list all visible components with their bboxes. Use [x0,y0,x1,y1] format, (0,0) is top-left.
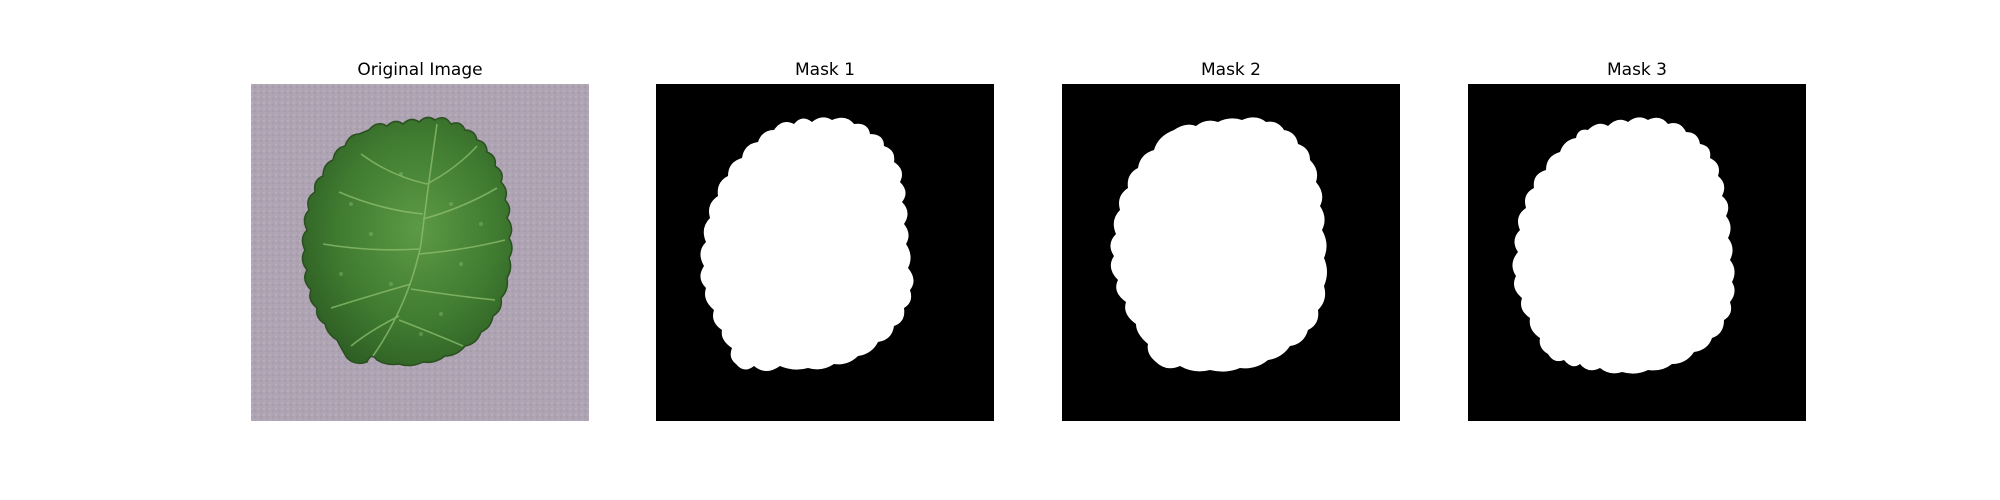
mask-region [1512,117,1735,374]
mask-region [1110,117,1327,372]
original-leaf-photo [251,84,589,421]
mask-2-image [1062,84,1400,421]
panel-mask-3: Mask 3 [1468,58,1806,438]
panel-title: Original Image [357,60,483,80]
leaf-veins [322,123,506,357]
mask-1-image [656,84,994,421]
leaf-shape [301,116,513,367]
panel-title: Mask 3 [1606,60,1667,80]
mask-3-image [1468,84,1806,421]
leaf-texture [339,172,483,336]
mask-region [700,117,914,371]
panel-mask-1: Mask 1 [656,58,994,438]
panel-title: Mask 2 [1200,60,1261,80]
panel-original-image: Original Image [251,58,589,438]
panel-mask-2: Mask 2 [1062,58,1400,438]
panel-title: Mask 1 [794,60,855,80]
